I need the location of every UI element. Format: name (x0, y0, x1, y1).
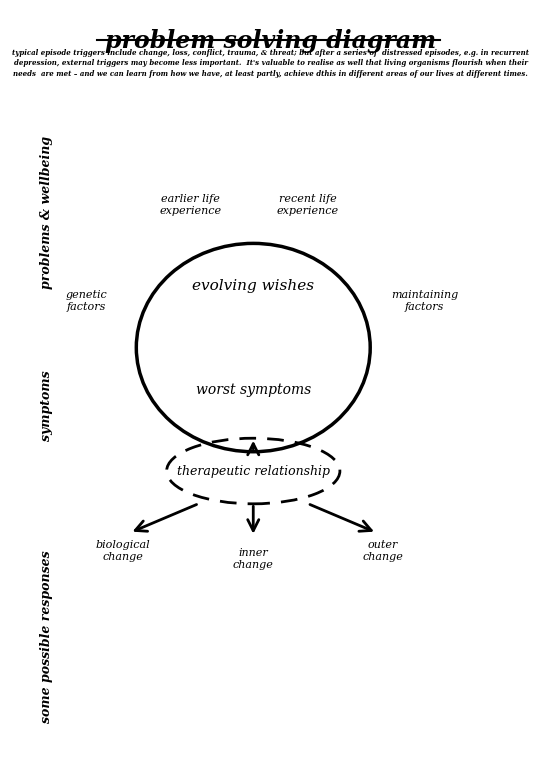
Text: biological
change: biological change (96, 541, 151, 562)
Text: outer
change: outer change (363, 541, 403, 562)
Text: some possible responses: some possible responses (40, 551, 53, 723)
Text: earlier life
experience: earlier life experience (159, 194, 221, 215)
Text: worst symptoms: worst symptoms (195, 383, 311, 397)
Text: problems & wellbeing: problems & wellbeing (40, 136, 53, 289)
Text: inner
change: inner change (233, 548, 274, 570)
Text: symptoms: symptoms (40, 370, 53, 441)
Text: maintaining
factors: maintaining factors (391, 290, 458, 312)
Text: therapeutic relationship: therapeutic relationship (177, 465, 330, 477)
Text: evolving wishes: evolving wishes (192, 278, 314, 292)
Text: problem solving diagram: problem solving diagram (105, 29, 436, 53)
Text: typical episode triggers include change, loss, conflict, trauma, & threat; but a: typical episode triggers include change,… (12, 49, 529, 78)
Text: genetic
factors: genetic factors (66, 290, 107, 312)
Text: recent life
experience: recent life experience (276, 194, 339, 215)
